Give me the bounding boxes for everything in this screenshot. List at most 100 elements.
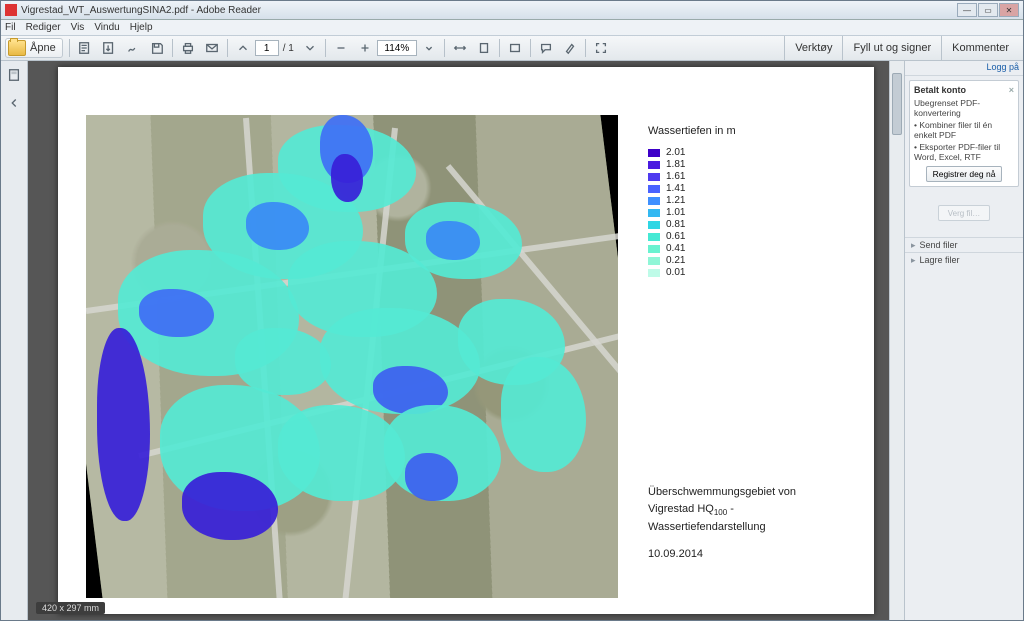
toolbar-right: Verktøy Fyll ut og signer Kommenter: [784, 36, 1019, 60]
save-button[interactable]: [146, 37, 168, 59]
flood-map: [86, 115, 618, 598]
fit-page-button[interactable]: [473, 37, 495, 59]
app-window: Vigrestad_WT_AuswertungSINA2.pdf - Adobe…: [0, 0, 1024, 621]
email-button[interactable]: [201, 37, 223, 59]
sign-button[interactable]: [122, 37, 144, 59]
legend-swatch: [648, 185, 660, 193]
legend-swatch: [648, 233, 660, 241]
flood-patch: [182, 472, 278, 540]
chevron-right-icon: ▸: [911, 240, 916, 251]
create-pdf-button[interactable]: [74, 37, 96, 59]
zoom-input[interactable]: [377, 40, 417, 56]
flood-patch: [426, 221, 479, 260]
legend-value: 0.61: [666, 231, 685, 242]
page-total-label: / 1: [283, 43, 294, 54]
register-button[interactable]: Registrer deg nå: [926, 166, 1003, 182]
legend-row: 0.41: [648, 243, 842, 254]
legend-row: 0.01: [648, 267, 842, 278]
zoom-in-button[interactable]: [354, 37, 376, 59]
comment-tab[interactable]: Kommenter: [941, 36, 1019, 60]
menu-view[interactable]: Vis: [71, 22, 85, 33]
legend-title: Wassertiefen in m: [648, 125, 842, 137]
legend-row: 1.61: [648, 171, 842, 182]
read-mode-button[interactable]: [504, 37, 526, 59]
nav-strip: [1, 61, 28, 620]
flood-patch: [331, 154, 363, 202]
workspace: Wassertiefen in m 2.011.811.611.411.211.…: [1, 61, 1023, 620]
caption-line1: Überschwemmungsgebiet von: [648, 484, 838, 501]
nav-collapse-icon[interactable]: [4, 93, 24, 113]
legend: 2.011.811.611.411.211.010.810.610.410.21…: [648, 147, 842, 278]
pdf-page: Wassertiefen in m 2.011.811.611.411.211.…: [58, 67, 874, 614]
legend-value: 1.41: [666, 183, 685, 194]
legend-swatch: [648, 245, 660, 253]
fit-width-button[interactable]: [449, 37, 471, 59]
open-button[interactable]: Åpne: [5, 38, 63, 58]
tools-tab[interactable]: Verktøy: [784, 36, 842, 60]
caption-date: 10.09.2014: [648, 546, 838, 563]
fill-sign-tab[interactable]: Fyll ut og signer: [842, 36, 941, 60]
page-number-input[interactable]: [255, 40, 279, 56]
accordion-store-files[interactable]: ▸Lagre filer: [905, 252, 1023, 267]
fullscreen-button[interactable]: [590, 37, 612, 59]
zoom-dropdown-button[interactable]: [418, 37, 440, 59]
scrollbar-thumb[interactable]: [892, 73, 902, 135]
pdf-icon: [5, 4, 17, 16]
thumbnails-icon[interactable]: [4, 65, 24, 85]
legend-value: 1.81: [666, 159, 685, 170]
login-link[interactable]: Logg på: [905, 61, 1023, 76]
folder-icon: [8, 40, 26, 56]
chevron-right-icon: ▸: [911, 255, 916, 266]
legend-swatch: [648, 257, 660, 265]
legend-value: 0.01: [666, 267, 685, 278]
legend-swatch: [648, 209, 660, 217]
print-button[interactable]: [177, 37, 199, 59]
window-buttons: — ▭ ✕: [957, 3, 1019, 17]
page-up-button[interactable]: [232, 37, 254, 59]
legend-row: 1.41: [648, 183, 842, 194]
promo-title: Betalt konto: [914, 85, 966, 95]
legend-swatch: [648, 197, 660, 205]
account-promo-box: Betalt konto × Ubegrenset PDF-konverterin…: [909, 80, 1019, 187]
legend-value: 0.21: [666, 255, 685, 266]
highlight-button[interactable]: [559, 37, 581, 59]
promo-close-icon[interactable]: ×: [1009, 85, 1014, 95]
export-pdf-button[interactable]: [98, 37, 120, 59]
menu-window[interactable]: Vindu: [94, 22, 119, 33]
document-viewport[interactable]: Wassertiefen in m 2.011.811.611.411.211.…: [28, 61, 904, 620]
promo-line1: • Kombiner filer til én enkelt PDF: [914, 120, 1014, 140]
maximize-button[interactable]: ▭: [978, 3, 998, 17]
legend-swatch: [648, 161, 660, 169]
legend-value: 0.81: [666, 219, 685, 230]
flood-patch: [139, 289, 213, 337]
close-button[interactable]: ✕: [999, 3, 1019, 17]
zoom-out-button[interactable]: [330, 37, 352, 59]
page-size-tooltip: 420 x 297 mm: [36, 602, 105, 614]
menu-edit[interactable]: Rediger: [26, 22, 61, 33]
legend-value: 1.01: [666, 207, 685, 218]
legend-row: 1.01: [648, 207, 842, 218]
legend-row: 0.81: [648, 219, 842, 230]
page-down-button[interactable]: [299, 37, 321, 59]
minimize-button[interactable]: —: [957, 3, 977, 17]
promo-subtitle: Ubegrenset PDF-konvertering: [914, 98, 1014, 118]
toolbar: Åpne / 1 Verktøy Fyll ut og: [1, 36, 1023, 61]
caption-line2: Vigrestad HQ100 -: [648, 501, 838, 519]
legend-row: 1.81: [648, 159, 842, 170]
legend-value: 2.01: [666, 147, 685, 158]
accordion-send-files[interactable]: ▸Send filer: [905, 237, 1023, 252]
caption-line3: Wassertiefendarstellung: [648, 519, 838, 536]
legend-value: 0.41: [666, 243, 685, 254]
comment-button[interactable]: [535, 37, 557, 59]
legend-value: 1.21: [666, 195, 685, 206]
menu-help[interactable]: Hjelp: [130, 22, 153, 33]
legend-row: 1.21: [648, 195, 842, 206]
vertical-scrollbar[interactable]: [889, 61, 904, 620]
window-title: Vigrestad_WT_AuswertungSINA2.pdf - Adobe…: [21, 5, 957, 16]
select-file-button[interactable]: Verg fil…: [938, 205, 990, 221]
legend-swatch: [648, 269, 660, 277]
menu-file[interactable]: Fil: [5, 22, 16, 33]
open-label: Åpne: [30, 42, 56, 54]
map-info-panel: Wassertiefen in m 2.011.811.611.411.211.…: [618, 115, 846, 598]
map-caption: Überschwemmungsgebiet von Vigrestad HQ10…: [648, 484, 838, 562]
